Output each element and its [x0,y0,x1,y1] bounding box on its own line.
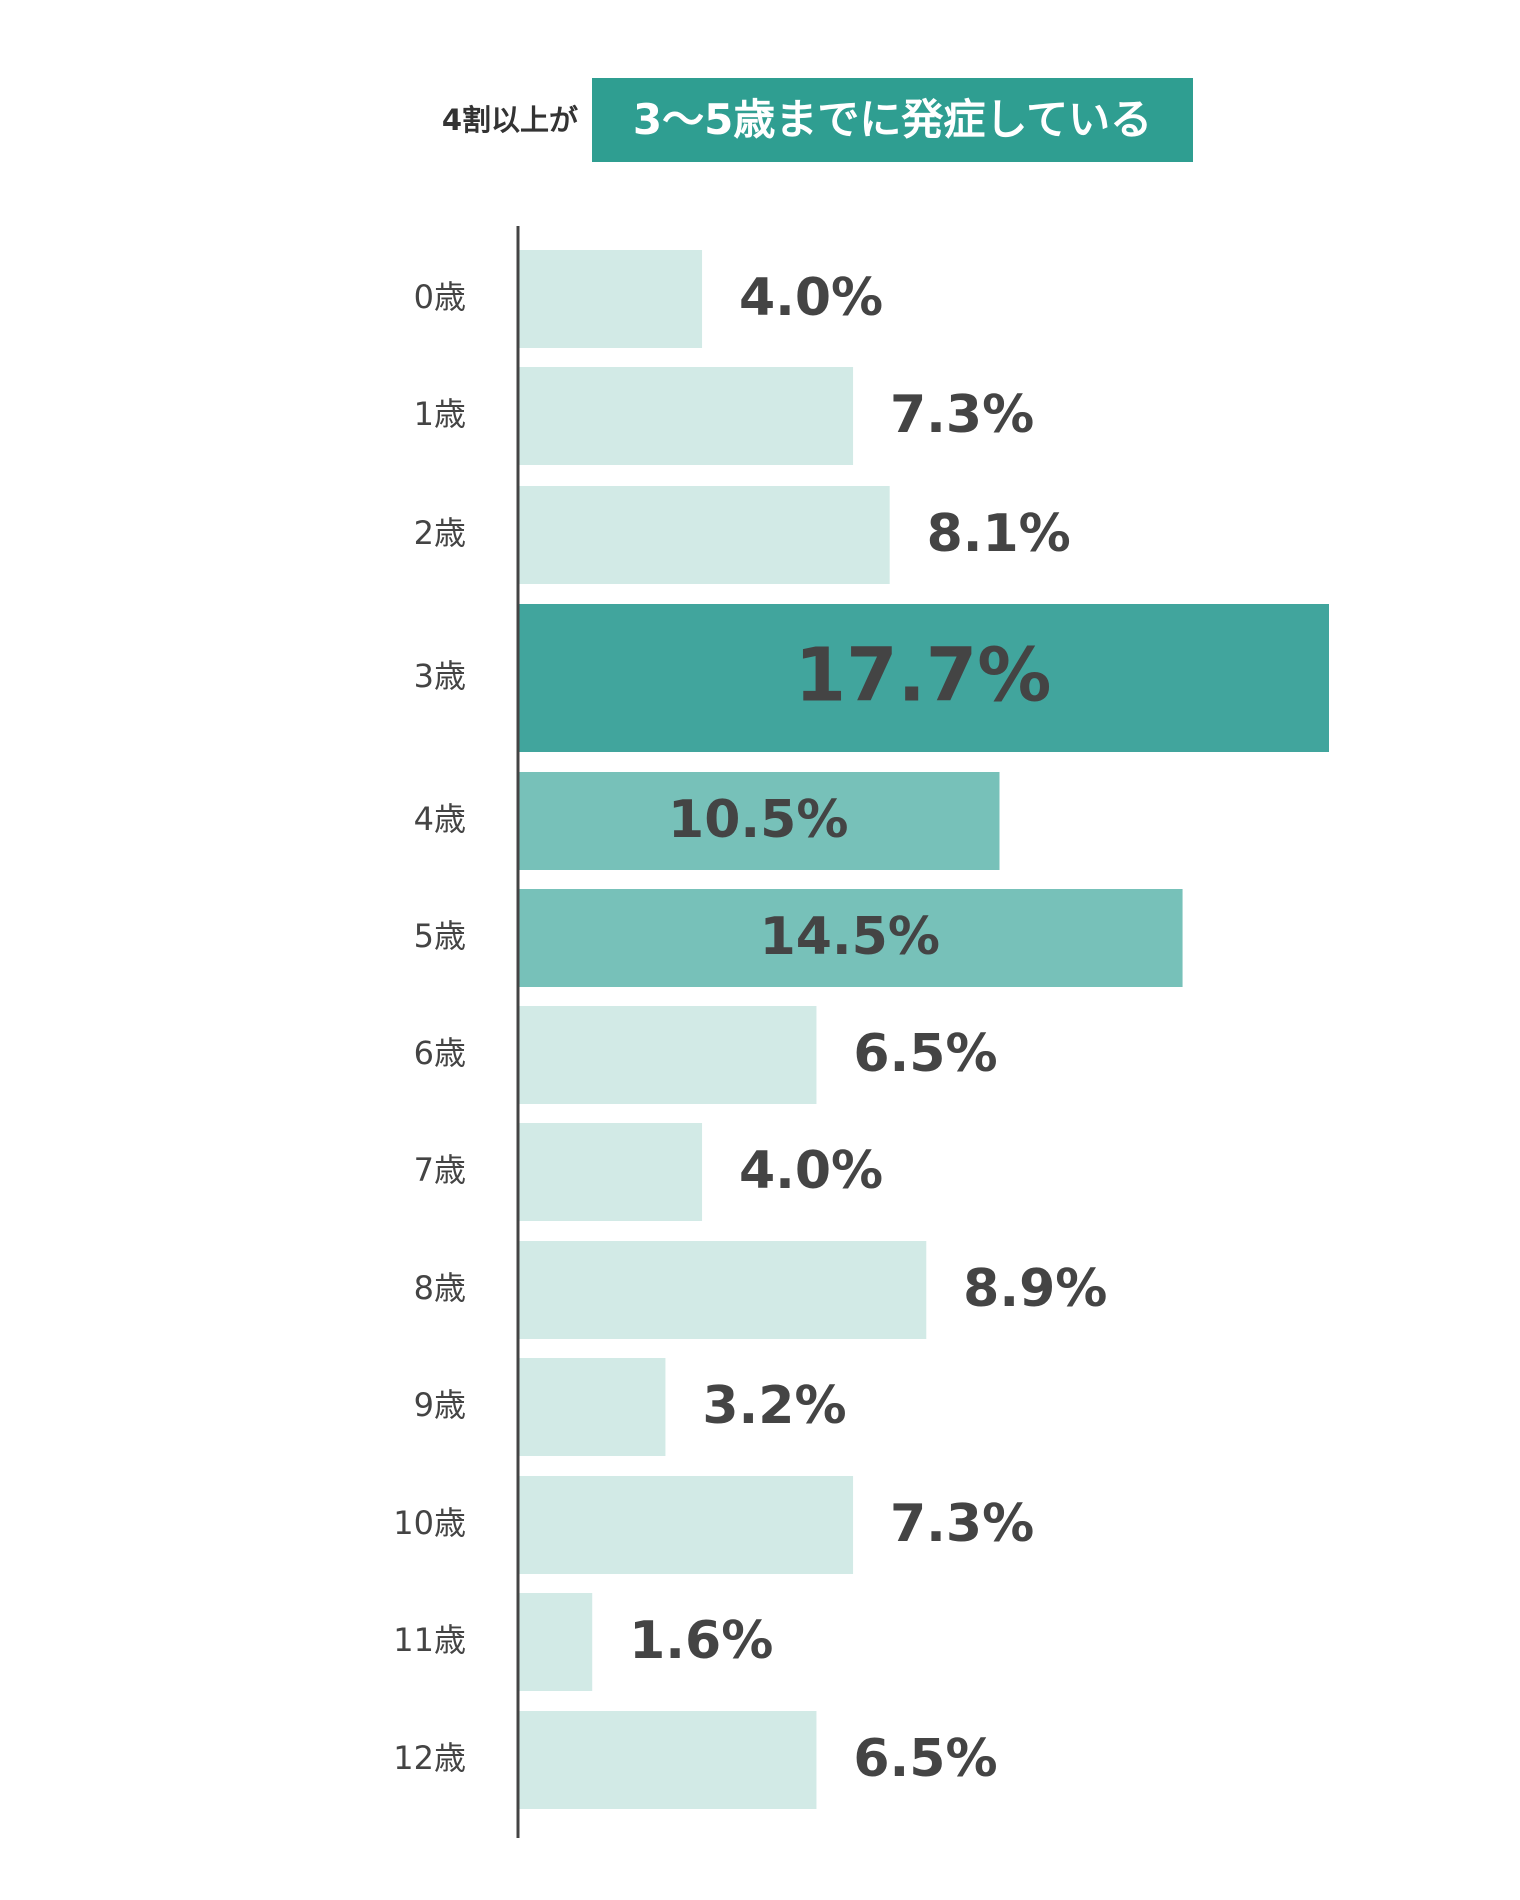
category-label: 8歳 [414,1269,466,1307]
category-label: 6歳 [414,1034,466,1072]
category-label: 11歳 [393,1621,466,1659]
bar-11 [519,1593,593,1691]
bar-4 [519,772,1000,870]
category-label: 7歳 [414,1151,466,1189]
category-label: 3歳 [414,657,466,695]
bar-7 [519,1123,703,1221]
headline-lead: 4割以上が [441,103,578,137]
headline-badge: 3〜5歳までに発症している [592,78,1193,162]
bar-6 [519,1006,817,1104]
category-label: 0歳 [414,278,466,316]
value-label: 17.7% [795,633,1052,719]
bar-1 [519,367,854,465]
bar-12 [519,1711,817,1809]
labels-layer: 0歳 4.0% 1歳 7.3% 2歳 8.1% 3歳 17.7% 4歳 10.5% 5歳 14.5% 6… [393,268,1107,1789]
category-label: 9歳 [414,1386,466,1424]
value-label: 6.5% [853,1024,997,1084]
value-label: 8.9% [963,1259,1107,1319]
value-label: 4.0% [739,1141,883,1201]
bar-9 [519,1358,666,1456]
bar-8 [519,1241,927,1339]
value-label: 7.3% [890,1494,1034,1554]
bar-3 [519,604,1329,752]
bar-2 [519,486,890,584]
bar-5 [519,889,1183,987]
category-label: 1歳 [414,395,466,433]
value-label: 1.6% [629,1611,773,1671]
value-label: 6.5% [853,1729,997,1789]
category-label: 5歳 [414,917,466,955]
value-label: 7.3% [890,385,1034,445]
value-label: 4.0% [739,268,883,328]
category-label: 4歳 [414,800,466,838]
value-label: 10.5% [668,790,848,850]
value-label: 3.2% [702,1376,846,1436]
category-label: 12歳 [393,1739,466,1777]
headline: 4割以上が 3〜5歳までに発症している [0,78,1520,162]
value-label: 14.5% [760,907,940,967]
bars-layer [519,250,1329,1809]
value-label: 8.1% [927,504,1071,564]
category-label: 2歳 [414,514,466,552]
bar-10 [519,1476,854,1574]
bar-0 [519,250,703,348]
category-label: 10歳 [393,1504,466,1542]
